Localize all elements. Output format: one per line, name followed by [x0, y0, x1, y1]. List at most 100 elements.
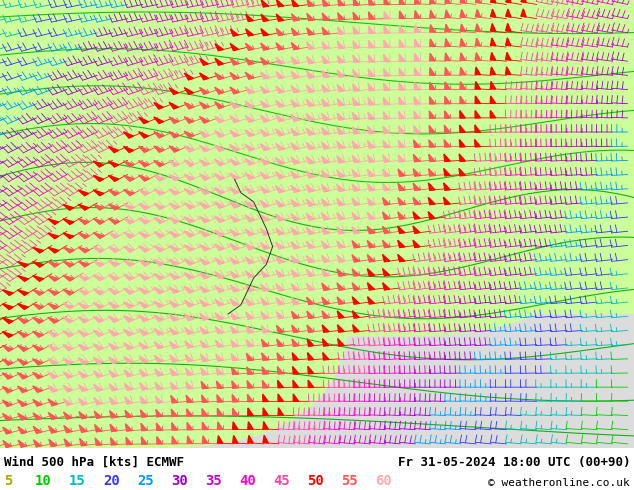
Polygon shape	[383, 283, 390, 290]
Polygon shape	[230, 159, 239, 166]
Polygon shape	[245, 187, 254, 194]
Polygon shape	[33, 426, 41, 433]
Polygon shape	[154, 301, 164, 308]
Polygon shape	[124, 232, 134, 238]
Polygon shape	[78, 233, 89, 239]
Polygon shape	[245, 285, 254, 292]
Polygon shape	[368, 296, 375, 304]
Polygon shape	[3, 400, 12, 407]
Polygon shape	[214, 102, 224, 108]
Polygon shape	[108, 147, 119, 152]
Polygon shape	[3, 387, 12, 393]
Polygon shape	[368, 55, 375, 62]
Polygon shape	[415, 39, 420, 47]
Polygon shape	[169, 146, 179, 152]
Polygon shape	[231, 353, 238, 361]
Polygon shape	[475, 140, 481, 147]
Polygon shape	[263, 421, 268, 429]
Polygon shape	[383, 126, 389, 133]
FancyBboxPatch shape	[0, 0, 349, 448]
Polygon shape	[337, 227, 344, 234]
Polygon shape	[140, 410, 147, 417]
Polygon shape	[95, 438, 101, 445]
Polygon shape	[215, 87, 224, 94]
Polygon shape	[214, 202, 224, 208]
Polygon shape	[337, 113, 344, 120]
Polygon shape	[124, 218, 134, 224]
Polygon shape	[126, 437, 132, 444]
Polygon shape	[230, 101, 239, 108]
Polygon shape	[184, 259, 194, 265]
Polygon shape	[306, 156, 314, 164]
Polygon shape	[230, 313, 238, 319]
Polygon shape	[200, 73, 209, 80]
Polygon shape	[230, 29, 238, 36]
Polygon shape	[306, 255, 314, 263]
Polygon shape	[32, 359, 42, 365]
Polygon shape	[307, 352, 314, 360]
Polygon shape	[155, 369, 162, 376]
Polygon shape	[476, 24, 481, 32]
Polygon shape	[215, 326, 223, 334]
Polygon shape	[276, 325, 283, 333]
Polygon shape	[78, 190, 89, 196]
Polygon shape	[367, 255, 375, 262]
Polygon shape	[139, 274, 149, 280]
Polygon shape	[338, 13, 344, 20]
Polygon shape	[413, 240, 420, 247]
Polygon shape	[261, 339, 268, 346]
Polygon shape	[93, 330, 103, 337]
Polygon shape	[215, 285, 224, 292]
Polygon shape	[506, 0, 511, 3]
Polygon shape	[169, 231, 179, 238]
Polygon shape	[231, 326, 238, 333]
Polygon shape	[124, 147, 134, 152]
Polygon shape	[415, 0, 420, 4]
Polygon shape	[321, 171, 329, 177]
Polygon shape	[185, 355, 193, 362]
Polygon shape	[399, 97, 404, 104]
Polygon shape	[93, 175, 104, 181]
Polygon shape	[3, 359, 13, 365]
Polygon shape	[169, 342, 178, 348]
Polygon shape	[79, 398, 87, 405]
Polygon shape	[398, 169, 404, 176]
Polygon shape	[139, 218, 149, 224]
Polygon shape	[445, 24, 450, 32]
Polygon shape	[491, 0, 496, 3]
Polygon shape	[110, 424, 117, 431]
Polygon shape	[398, 254, 405, 262]
Polygon shape	[139, 146, 149, 152]
Polygon shape	[32, 331, 43, 337]
Polygon shape	[384, 69, 389, 76]
Polygon shape	[337, 84, 344, 92]
Polygon shape	[414, 97, 420, 104]
Polygon shape	[413, 169, 420, 176]
Polygon shape	[184, 286, 193, 293]
Polygon shape	[93, 219, 104, 224]
Polygon shape	[262, 394, 268, 401]
Polygon shape	[353, 127, 359, 134]
Polygon shape	[139, 356, 148, 363]
Polygon shape	[262, 353, 268, 360]
Polygon shape	[32, 318, 43, 323]
Polygon shape	[139, 232, 149, 238]
Polygon shape	[139, 343, 148, 349]
Polygon shape	[291, 199, 299, 206]
Polygon shape	[63, 358, 73, 365]
Polygon shape	[108, 316, 119, 322]
Polygon shape	[398, 197, 405, 205]
Polygon shape	[48, 413, 57, 419]
Polygon shape	[217, 436, 223, 443]
Polygon shape	[139, 189, 149, 196]
Polygon shape	[202, 395, 208, 402]
Polygon shape	[414, 125, 420, 133]
Polygon shape	[337, 198, 344, 206]
Polygon shape	[291, 71, 299, 78]
Polygon shape	[94, 384, 102, 391]
Polygon shape	[430, 53, 435, 61]
Polygon shape	[63, 331, 73, 337]
Polygon shape	[322, 311, 329, 318]
Polygon shape	[445, 97, 450, 104]
Polygon shape	[506, 24, 511, 31]
